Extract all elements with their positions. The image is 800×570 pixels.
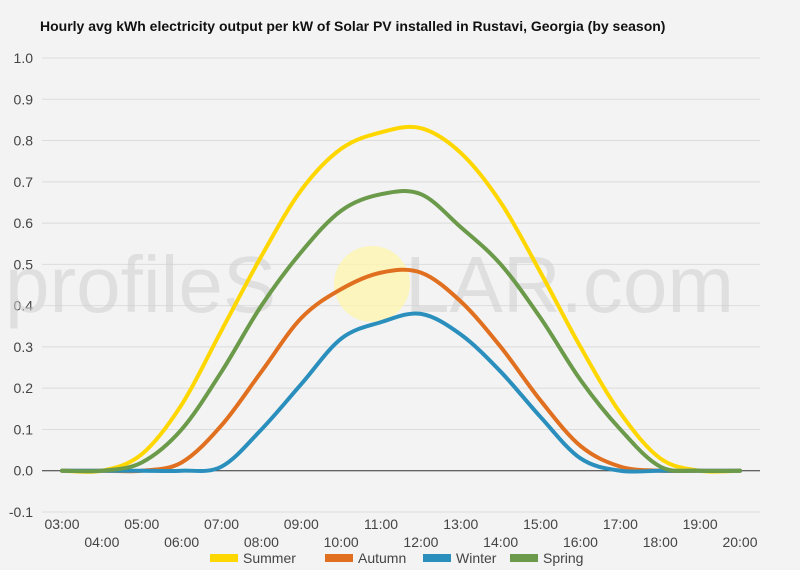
x-tick-label: 04:00: [84, 534, 119, 550]
x-tick-label: 07:00: [204, 516, 239, 532]
legend-swatch-summer: [210, 554, 238, 562]
x-tick-label: 14:00: [483, 534, 518, 550]
watermark-text: LAR.com: [405, 240, 734, 329]
series-line-spring: [60, 189, 742, 474]
legend-label-autumn: Autumn: [358, 550, 406, 566]
legend-label-spring: Spring: [543, 550, 583, 566]
y-tick-label: 0.2: [14, 380, 34, 396]
y-tick-label: 0.8: [14, 133, 34, 149]
x-tick-label: 11:00: [364, 516, 398, 532]
series-line-summer: [60, 124, 742, 474]
y-tick-label: -0.1: [9, 504, 33, 520]
x-tick-label: 17:00: [603, 516, 638, 532]
y-tick-label: 0.6: [14, 215, 34, 231]
legend-label-winter: Winter: [456, 550, 497, 566]
x-tick-label: 08:00: [244, 534, 279, 550]
x-tick-label: 09:00: [284, 516, 319, 532]
y-tick-label: 0.4: [14, 298, 34, 314]
x-tick-label: 18:00: [643, 534, 678, 550]
legend-swatch-spring: [510, 554, 538, 562]
y-tick-label: 0.1: [14, 421, 34, 437]
x-tick-label: 10:00: [324, 534, 359, 550]
y-tick-label: 0.7: [14, 174, 34, 190]
legend-label-summer: Summer: [243, 550, 296, 566]
y-tick-label: 0.0: [14, 463, 34, 479]
x-tick-label: 16:00: [563, 534, 598, 550]
y-tick-label: 0.5: [14, 256, 34, 272]
x-tick-label: 19:00: [683, 516, 718, 532]
y-tick-label: 0.9: [14, 91, 34, 107]
y-tick-label: 1.0: [14, 50, 34, 66]
y-tick-label: 0.3: [14, 339, 34, 355]
x-tick-label: 15:00: [523, 516, 558, 532]
x-tick-label: 13:00: [443, 516, 478, 532]
chart-title: Hourly avg kWh electricity output per kW…: [40, 18, 666, 34]
x-tick-label: 20:00: [722, 534, 757, 550]
x-tick-label: 03:00: [44, 516, 79, 532]
legend-swatch-winter: [423, 554, 451, 562]
x-tick-label: 05:00: [124, 516, 159, 532]
watermark-sun: [334, 246, 410, 322]
series-line-autumn: [60, 267, 742, 474]
watermark-text: profileS: [5, 240, 276, 329]
legend-swatch-autumn: [325, 554, 353, 562]
x-tick-label: 06:00: [164, 534, 199, 550]
series-line-winter: [60, 311, 742, 474]
x-tick-label: 12:00: [403, 534, 438, 550]
